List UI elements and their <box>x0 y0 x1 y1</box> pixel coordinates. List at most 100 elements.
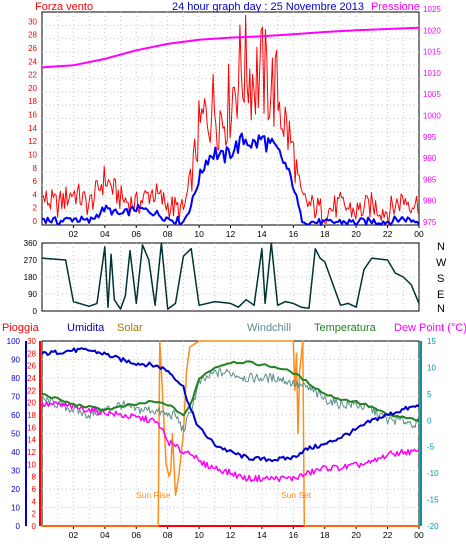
wind-speed-tick-label: 24 <box>28 57 37 66</box>
legend-temperature: Temperatura <box>314 322 377 334</box>
wind-pressure-panel-x-tick-label: 04 <box>100 229 110 239</box>
legend-solar: Solar <box>117 322 143 334</box>
weather-panel-x-tick-label: 08 <box>163 530 173 540</box>
legend-dew-point: Dew Point (°C) <box>394 322 466 334</box>
weather-panel-x-tick-label: 06 <box>132 530 142 540</box>
temperature-tick-label: -10 <box>427 469 439 478</box>
weather-panel-x-tick-label: 16 <box>289 530 299 540</box>
solar-series-line <box>42 340 419 527</box>
temperature-series-line <box>41 360 420 422</box>
wind-direction-series-line <box>41 242 420 310</box>
temperature-tick-label: 10 <box>427 363 436 372</box>
wind-speed-tick-label: 28 <box>28 31 37 40</box>
rain-tick-label: 18 <box>27 411 36 420</box>
pressure-tick-label: 975 <box>423 218 437 227</box>
compass-label-west: W <box>436 257 447 269</box>
wind-pressure-panel-x-tick-label: 00 <box>414 229 424 239</box>
rain-tick-label: 2 <box>32 510 37 519</box>
humidity-tick-label: 70 <box>11 393 20 402</box>
sunset-annotation: Sun Set <box>281 490 312 500</box>
rain-tick-label: 14 <box>27 436 36 445</box>
rain-tick-label: 26 <box>27 362 36 371</box>
wind-speed-tick-label: 26 <box>28 44 37 53</box>
legend-rain: Pioggia <box>2 322 40 334</box>
wind-speed-tick-label: 16 <box>28 111 37 120</box>
wind-direction-tick-label: 180 <box>24 273 38 282</box>
pressure-series-line <box>41 26 420 69</box>
weather-panel-x-tick-label: 02 <box>69 530 79 540</box>
pressure-tick-label: 1025 <box>423 5 441 14</box>
temperature-tick-label: 15 <box>427 337 436 346</box>
rain-tick-label: 20 <box>27 399 36 408</box>
sunrise-annotation: Sun Rise <box>136 490 171 500</box>
wind-average-series-line <box>41 132 420 226</box>
wind-pressure-panel-x-tick-label: 08 <box>163 229 173 239</box>
humidity-tick-label: 50 <box>11 430 20 439</box>
weather-panel-x-tick-label: 00 <box>414 530 424 540</box>
weather-panel-x-tick-label: 18 <box>320 530 330 540</box>
rain-tick-label: 24 <box>27 374 36 383</box>
wind-pressure-panel-x-tick-label: 18 <box>320 229 330 239</box>
wind-speed-tick-label: 22 <box>28 71 37 80</box>
humidity-tick-label: 0 <box>16 522 21 531</box>
pressure-tick-label: 995 <box>423 133 437 142</box>
weather-panel-x-tick-label: 10 <box>194 530 204 540</box>
wind-pressure-panel-x-tick-label: 20 <box>351 229 361 239</box>
temperature-tick-label: 5 <box>427 390 432 399</box>
pressure-tick-label: 990 <box>423 154 437 163</box>
wind-speed-tick-label: 10 <box>28 150 37 159</box>
wind-pressure-panel-x-tick-label: 22 <box>383 229 393 239</box>
humidity-tick-label: 80 <box>11 374 20 383</box>
chart-title: 24 hour graph day : 25 Novembre 2013 <box>172 1 364 13</box>
pressure-tick-label: 985 <box>423 175 437 184</box>
wind-speed-tick-label: 30 <box>28 17 37 26</box>
temperature-tick-label: -20 <box>427 522 439 531</box>
rain-tick-label: 30 <box>27 337 36 346</box>
legend-humidity: Umidita <box>67 322 105 334</box>
weather-panel-x-tick-label: 04 <box>100 530 110 540</box>
wind-speed-tick-label: 18 <box>28 97 37 106</box>
rain-tick-label: 4 <box>32 497 37 506</box>
temperature-tick-label: 0 <box>427 416 432 425</box>
humidity-tick-label: 40 <box>11 448 20 457</box>
direction-compass-labels: N W S E N <box>436 241 447 315</box>
wind-speed-tick-label: 6 <box>33 177 38 186</box>
wind-pressure-panel-x-tick-label: 14 <box>257 229 267 239</box>
wind-speed-tick-label: 8 <box>33 164 38 173</box>
wind-pressure-panel-x-tick-label: 06 <box>132 229 142 239</box>
temperature-tick-label: -5 <box>427 443 435 452</box>
rain-tick-label: 16 <box>27 423 36 432</box>
weather-legend: Pioggia Umidita Solar Windchill Temperat… <box>2 322 466 334</box>
rain-tick-label: 6 <box>32 485 37 494</box>
wind-speed-tick-label: 12 <box>28 137 37 146</box>
pressure-tick-label: 1015 <box>423 48 441 57</box>
humidity-series-line <box>41 347 420 463</box>
dew-point-series-line <box>41 400 420 483</box>
wind-direction-tick-label: 90 <box>28 290 37 299</box>
legend-windchill: Windchill <box>247 322 291 334</box>
wind-pressure-panel-x-tick-label: 16 <box>289 229 299 239</box>
weather-panel-x-tick-label: 20 <box>351 530 361 540</box>
wind-speed-axis-label: Forza vento <box>35 1 93 13</box>
weather-panel: 0102030405060708090100024681012141618202… <box>7 337 439 540</box>
windchill-series-line <box>41 368 420 432</box>
weather-panel-x-tick-label: 12 <box>226 530 236 540</box>
wind-speed-tick-label: 20 <box>28 84 37 93</box>
rain-tick-label: 12 <box>27 448 36 457</box>
wind-speed-tick-label: 4 <box>33 190 38 199</box>
rain-tick-label: 0 <box>32 522 37 531</box>
humidity-tick-label: 100 <box>7 337 21 346</box>
wind-pressure-panel-x-tick-label: 10 <box>194 229 204 239</box>
wind-pressure-panel-x-tick-label: 02 <box>69 229 79 239</box>
wind-pressure-panel-x-tick-label: 12 <box>226 229 236 239</box>
weather-panel-x-tick-label: 14 <box>257 530 267 540</box>
compass-label-north-bottom: N <box>437 303 445 315</box>
humidity-tick-label: 10 <box>11 504 20 513</box>
rain-tick-label: 28 <box>27 349 36 358</box>
wind-speed-series-line <box>41 14 419 225</box>
temperature-tick-label: -15 <box>427 496 439 505</box>
wind-pressure-panel: 0246810121416182022242628309759809859909… <box>28 5 441 239</box>
weather-panel-x-tick-label: 22 <box>383 530 393 540</box>
wind-speed-tick-label: 2 <box>33 204 38 213</box>
